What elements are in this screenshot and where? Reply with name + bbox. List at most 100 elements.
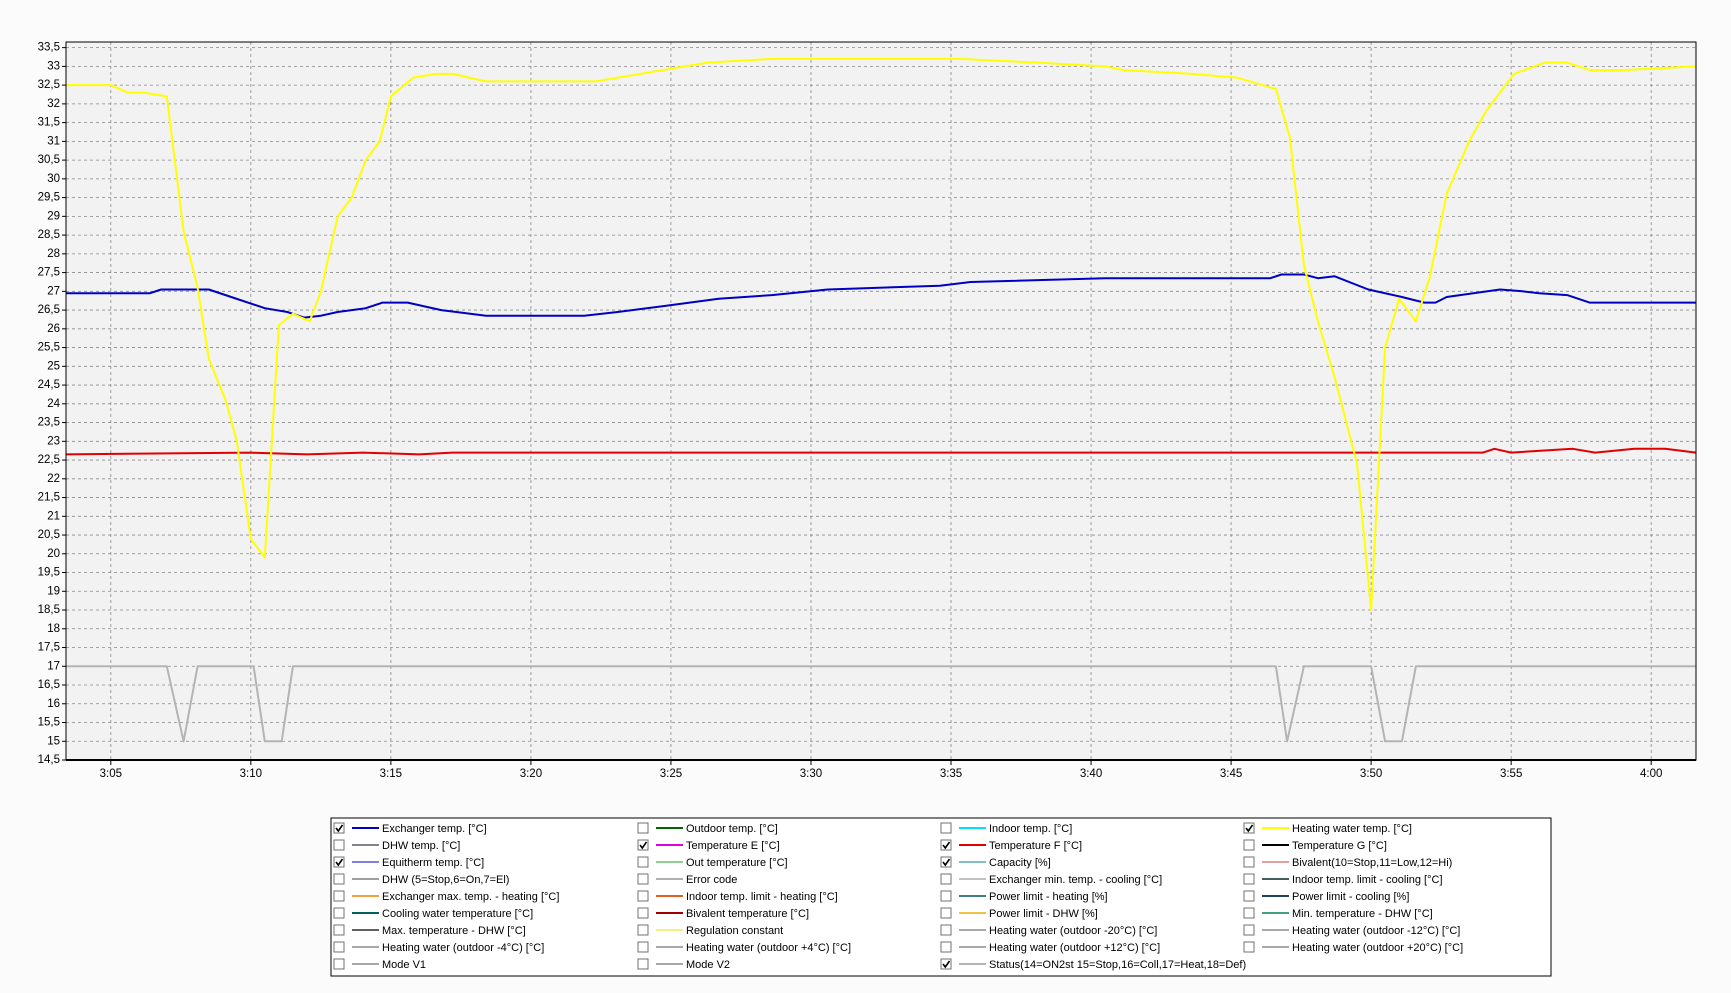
y-tick-label: 32: [47, 98, 60, 110]
legend-checkmark[interactable]: [1245, 824, 1254, 833]
y-tick-label: 16: [47, 698, 60, 710]
legend-checkmark[interactable]: [942, 858, 951, 867]
legend-checkbox[interactable]: [637, 958, 649, 970]
legend-label: Temperature F [°C]: [989, 840, 1082, 852]
legend-checkbox[interactable]: [333, 890, 345, 902]
y-tick-label: 20: [47, 548, 60, 560]
legend-checkbox[interactable]: [333, 958, 345, 970]
legend-label: Heating water (outdoor -4°C) [°C]: [382, 942, 544, 954]
y-tick-label: 19: [47, 585, 60, 597]
x-tick-label: 3:30: [800, 768, 822, 780]
legend-checkbox[interactable]: [333, 822, 345, 834]
y-tick-label: 15: [47, 735, 60, 747]
legend-checkbox[interactable]: [940, 958, 952, 970]
legend-label: Out temperature [°C]: [686, 857, 788, 869]
series-line: [65, 447, 1697, 456]
legend-label: Heating water (outdoor +20°C) [°C]: [1292, 942, 1463, 954]
legend-label: Status(14=ON2st 15=Stop,16=Coll,17=Heat,…: [989, 959, 1246, 971]
legend-checkbox[interactable]: [1243, 890, 1255, 902]
legend-label: Heating water (outdoor +12°C) [°C]: [989, 942, 1160, 954]
legend-checkbox[interactable]: [940, 822, 952, 834]
legend-label: Max. temperature - DHW [°C]: [382, 925, 526, 937]
y-tick-label: 33,5: [38, 42, 60, 54]
legend-label: Exchanger temp. [°C]: [382, 823, 487, 835]
legend-checkbox[interactable]: [940, 890, 952, 902]
legend-checkbox[interactable]: [637, 890, 649, 902]
legend-label: Indoor temp. limit - heating [°C]: [686, 891, 838, 903]
y-tick-label: 29: [47, 210, 60, 222]
legend-label: Heating water (outdoor -20°C) [°C]: [989, 925, 1157, 937]
legend-label: Cooling water temperature [°C]: [382, 908, 533, 920]
legend-label: Error code: [686, 874, 737, 886]
y-tick-label: 14,5: [38, 754, 60, 766]
legend-checkbox[interactable]: [940, 924, 952, 936]
legend-checkbox[interactable]: [1243, 941, 1255, 953]
legend-label: Min. temperature - DHW [°C]: [1292, 908, 1433, 920]
y-tick-label: 26: [47, 323, 60, 335]
legend-checkbox[interactable]: [333, 924, 345, 936]
legend-checkmark[interactable]: [335, 858, 344, 867]
y-tick-label: 22: [47, 473, 60, 485]
y-tick-label: 18,5: [38, 604, 60, 616]
legend-label: Exchanger max. temp. - heating [°C]: [382, 891, 559, 903]
x-tick-label: 3:10: [240, 768, 262, 780]
legend-checkbox[interactable]: [940, 907, 952, 919]
legend-checkbox[interactable]: [940, 839, 952, 851]
legend-checkbox[interactable]: [637, 941, 649, 953]
legend-checkbox[interactable]: [637, 924, 649, 936]
x-tick-label: 3:35: [940, 768, 962, 780]
legend-checkbox[interactable]: [940, 856, 952, 868]
legend-label: Bivalent temperature [°C]: [686, 908, 809, 920]
legend-checkbox[interactable]: [637, 839, 649, 851]
y-tick-label: 32,5: [38, 79, 60, 91]
legend-checkbox[interactable]: [333, 907, 345, 919]
x-tick-label: 3:45: [1220, 768, 1242, 780]
y-tick-label: 25,5: [38, 342, 60, 354]
y-tick-label: 23: [47, 435, 60, 447]
legend-checkbox[interactable]: [333, 941, 345, 953]
x-tick-label: 3:55: [1500, 768, 1522, 780]
y-tick-label: 25: [47, 360, 60, 372]
y-tick-label: 30,5: [38, 154, 60, 166]
legend-label: Temperature G [°C]: [1292, 840, 1387, 852]
legend-label: Heating water temp. [°C]: [1292, 823, 1412, 835]
y-tick-label: 27,5: [38, 267, 60, 279]
legend-checkbox[interactable]: [637, 856, 649, 868]
y-tick-label: 22,5: [38, 454, 60, 466]
x-tick-label: 3:20: [520, 768, 542, 780]
legend-checkbox[interactable]: [1243, 822, 1255, 834]
y-tick-label: 17,5: [38, 642, 60, 654]
y-tick-label: 31: [47, 135, 60, 147]
y-tick-label: 33: [47, 60, 60, 72]
ticks: 14,5 15 15,5 16 16,5 17 17,5 18 18,5 19 19,5 20 20,5…: [38, 42, 1663, 780]
legend-label: Indoor temp. limit - cooling [°C]: [1292, 874, 1443, 886]
legend-checkbox[interactable]: [940, 873, 952, 885]
legend-items: Exchanger temp. [°C] DHW temp. [°C] Equith…: [333, 822, 1463, 971]
legend-label: Temperature E [°C]: [686, 840, 780, 852]
legend-checkbox[interactable]: [637, 907, 649, 919]
legend-checkbox[interactable]: [1243, 907, 1255, 919]
legend-checkbox[interactable]: [333, 856, 345, 868]
y-tick-label: 31,5: [38, 117, 60, 129]
legend-checkbox[interactable]: [637, 822, 649, 834]
legend-label: Regulation constant: [686, 925, 783, 937]
legend-checkbox[interactable]: [1243, 839, 1255, 851]
legend-checkmark[interactable]: [942, 841, 951, 850]
x-tick-label: 3:25: [660, 768, 682, 780]
legend-checkmark[interactable]: [335, 824, 344, 833]
legend-checkbox[interactable]: [333, 839, 345, 851]
legend-checkmark[interactable]: [942, 960, 951, 969]
legend-label: DHW temp. [°C]: [382, 840, 460, 852]
legend-checkbox[interactable]: [333, 873, 345, 885]
legend-label: Heating water (outdoor -12°C) [°C]: [1292, 925, 1460, 937]
legend-checkbox[interactable]: [940, 941, 952, 953]
legend-label: Power limit - cooling [%]: [1292, 891, 1409, 903]
legend-label: Bivalent(10=Stop,11=Low,12=Hi): [1292, 857, 1452, 869]
legend-checkbox[interactable]: [1243, 856, 1255, 868]
legend-checkmark[interactable]: [639, 841, 648, 850]
legend-checkbox[interactable]: [1243, 873, 1255, 885]
legend-checkbox[interactable]: [1243, 924, 1255, 936]
y-tick-label: 27: [47, 285, 60, 297]
legend-checkbox[interactable]: [637, 873, 649, 885]
